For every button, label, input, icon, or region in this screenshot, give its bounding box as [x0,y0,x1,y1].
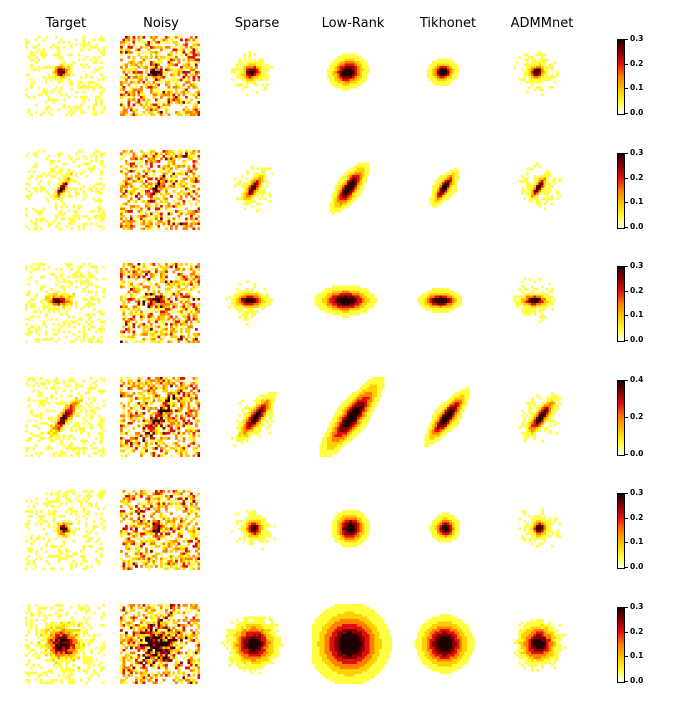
column-title-tikhonet: Tikhonet [419,16,477,31]
colorbar-tick-label: 0.0 [630,449,644,458]
galaxy-image-sparse [216,377,296,457]
galaxy-image-noisy [120,490,200,570]
colorbar-tick-mark [625,340,628,341]
galaxy-image-low-rank [312,490,392,570]
colorbar-tick-label: 0.2 [630,285,644,295]
galaxy-image-noisy [120,604,200,684]
colorbar-tick-mark [625,681,628,682]
colorbar-tick-mark [625,39,628,40]
colorbar-tick-label: 0.3 [630,148,644,157]
colorbar-tick-mark [625,656,628,658]
galaxy-image-noisy [120,36,200,116]
colorbar [617,153,625,229]
colorbar-tick-label: 0.0 [630,335,644,344]
colorbar-tick-label: 0.3 [630,261,644,270]
galaxy-image-target [25,604,105,684]
colorbar-tick-label: 0.2 [630,58,644,68]
colorbar-tick-mark [625,607,628,608]
colorbar-tick-mark [625,454,628,455]
colorbar-tick-label: 0.1 [630,310,644,320]
column-title-low-rank: Low-Rank [321,16,385,31]
colorbar-tick-label: 0.1 [630,651,644,661]
galaxy-image-tikhonet [407,150,487,230]
colorbar-tick-mark [625,177,628,179]
colorbar-tick-mark [625,315,628,317]
colorbar-tick-label: 0.1 [630,537,644,547]
colorbar [617,266,625,342]
column-title-noisy: Noisy [143,16,179,31]
galaxy-image-low-rank [312,36,392,116]
colorbar-tick-mark [625,266,628,267]
column-title-admmnet: ADMMnet [510,16,574,31]
galaxy-image-tikhonet [407,377,487,457]
colorbar-tick-mark [625,380,628,381]
colorbar-tick-label: 0.0 [630,222,644,231]
colorbar-tick-label: 0.3 [630,602,644,611]
galaxy-image-admmnet [501,150,581,230]
colorbar [617,493,625,569]
colorbar-tick-mark [625,113,628,114]
colorbar-tick-mark [625,417,628,418]
colorbar-tick-label: 0.0 [630,562,644,571]
colorbar-tick-label: 0.2 [630,412,644,421]
galaxy-image-admmnet [501,604,581,684]
galaxy-image-sparse [216,36,296,116]
galaxy-image-tikhonet [407,36,487,116]
colorbar-tick-mark [625,631,628,633]
galaxy-image-sparse [216,604,296,684]
galaxy-image-noisy [120,263,200,343]
colorbar [617,380,625,456]
galaxy-image-target [25,150,105,230]
galaxy-image-sparse [216,150,296,230]
colorbar-tick-label: 0.2 [630,512,644,522]
galaxy-image-tikhonet [407,604,487,684]
galaxy-image-target [25,377,105,457]
colorbar-tick-mark [625,153,628,154]
colorbar-tick-label: 0.1 [630,83,644,93]
colorbar-tick-label: 0.4 [630,375,644,384]
colorbar-tick-mark [625,63,628,65]
galaxy-image-sparse [216,263,296,343]
galaxy-image-target [25,490,105,570]
colorbar-tick-label: 0.3 [630,34,644,43]
colorbar-tick-label: 0.2 [630,626,644,636]
galaxy-image-low-rank [312,263,392,343]
colorbar-tick-mark [625,542,628,544]
galaxy-image-low-rank [312,377,392,457]
galaxy-image-sparse [216,490,296,570]
colorbar-tick-mark [625,202,628,204]
galaxy-image-admmnet [501,36,581,116]
colorbar [617,39,625,115]
colorbar-tick-label: 0.2 [630,172,644,182]
galaxy-image-noisy [120,150,200,230]
colorbar-tick-mark [625,88,628,90]
galaxy-image-tikhonet [407,263,487,343]
colorbar-tick-label: 0.0 [630,676,644,685]
colorbar-tick-mark [625,493,628,494]
galaxy-image-low-rank [312,150,392,230]
galaxy-image-noisy [120,377,200,457]
colorbar-tick-label: 0.3 [630,488,644,497]
colorbar-tick-label: 0.0 [630,108,644,117]
galaxy-image-admmnet [501,377,581,457]
galaxy-image-low-rank [312,604,392,684]
column-title-sparse: Sparse [234,16,280,31]
column-title-target: Target [45,16,87,31]
galaxy-image-admmnet [501,263,581,343]
colorbar-tick-mark [625,567,628,568]
colorbar-tick-mark [625,227,628,228]
colorbar-tick-mark [625,290,628,292]
galaxy-image-target [25,36,105,116]
colorbar-tick-label: 0.1 [630,197,644,207]
galaxy-image-admmnet [501,490,581,570]
galaxy-image-target [25,263,105,343]
colorbar-tick-mark [625,517,628,519]
galaxy-image-tikhonet [407,490,487,570]
colorbar [617,607,625,683]
